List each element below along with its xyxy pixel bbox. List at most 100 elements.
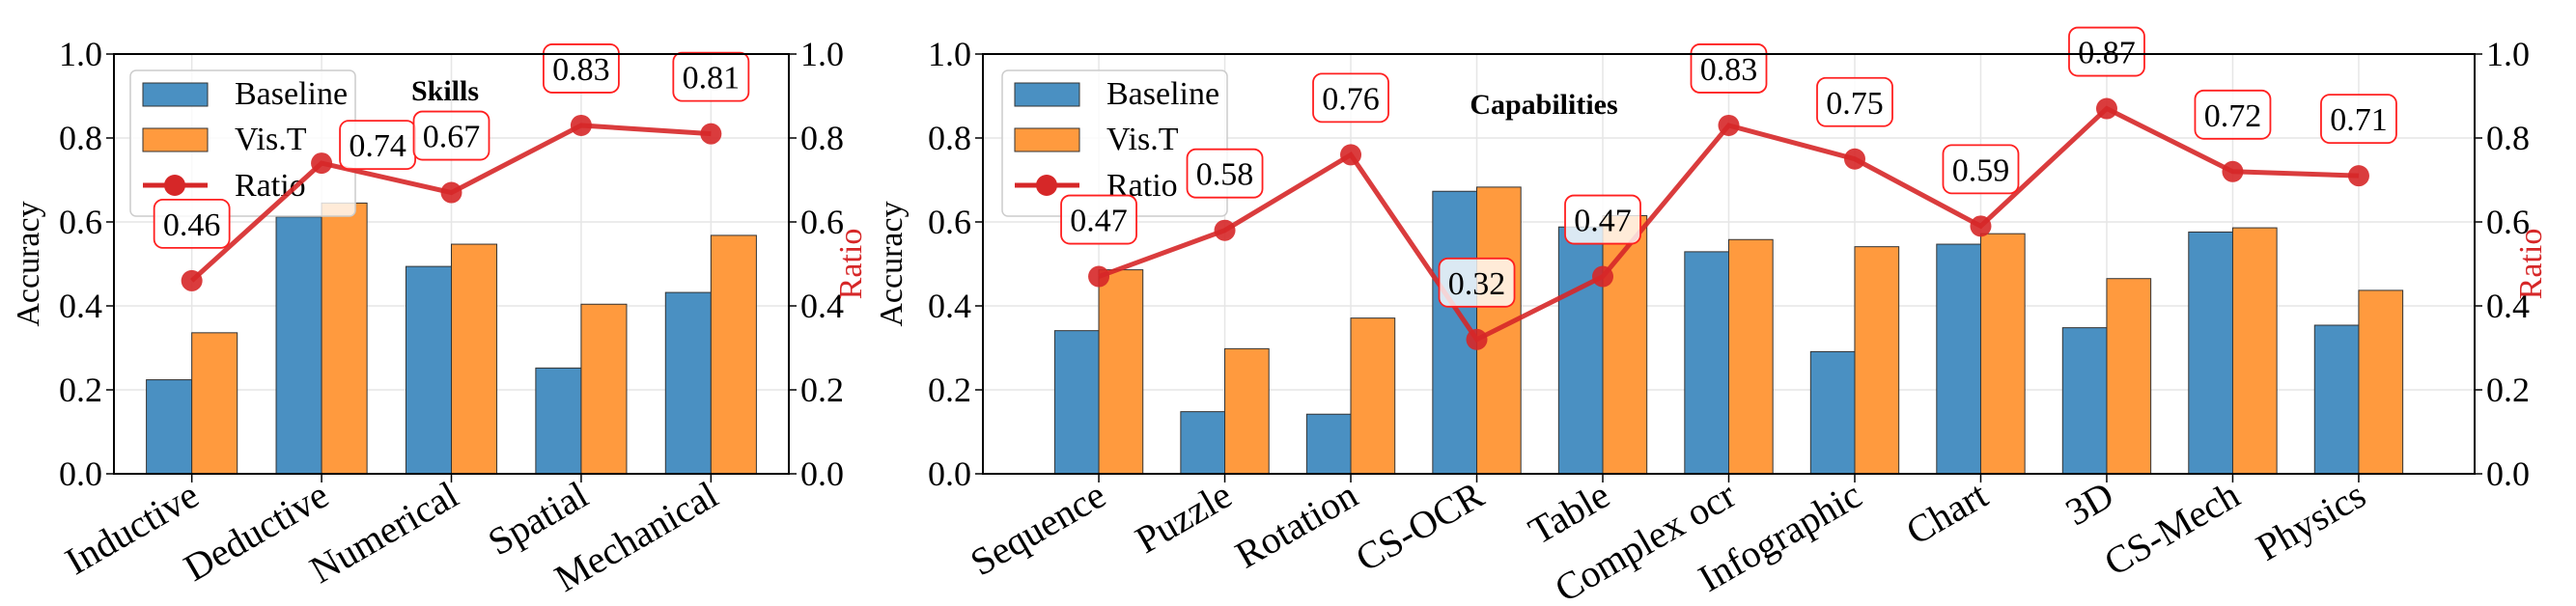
ratio-label: 0.58 — [1196, 157, 1254, 193]
x-tick-label: Physics — [2249, 473, 2372, 569]
y2-tick-label: 0.4 — [2486, 287, 2530, 325]
ratio-label: 0.72 — [2204, 98, 2262, 134]
ratio-point — [1214, 219, 1236, 241]
ratio-point — [1088, 265, 1110, 288]
bar-vist — [1728, 238, 1774, 475]
y2-tick-label: 0.6 — [800, 203, 844, 241]
bar-vist — [1979, 233, 2026, 475]
ratio-point — [311, 152, 333, 175]
x-tick-label: Chart — [1899, 473, 1995, 553]
y2-tick-label: 0.0 — [2486, 454, 2530, 493]
y2-tick-label: 0.8 — [800, 119, 844, 157]
ratio-point — [700, 123, 722, 145]
ratio-label-box — [1060, 194, 1137, 245]
ratio-label-box — [672, 51, 750, 102]
ratio-point — [1340, 144, 1362, 166]
legend-swatch-baseline — [142, 82, 209, 107]
x-tick-label: Numerical — [302, 473, 465, 592]
ratio-label-box — [543, 43, 620, 94]
ratio-label: 0.59 — [1952, 152, 2010, 188]
axes-frame — [982, 53, 2476, 475]
y-tick-label: 0.8 — [928, 119, 971, 157]
ratio-point — [2222, 160, 2244, 182]
ratio-label: 0.74 — [349, 128, 406, 164]
y-tick-label: 0.0 — [928, 454, 971, 493]
y-tick-label: 0.8 — [59, 119, 102, 157]
ratio-point — [1592, 265, 1614, 288]
bar-vist — [1098, 269, 1144, 475]
y-tick-label: 0.4 — [59, 287, 102, 325]
chart-title: Capabilities — [1470, 89, 1617, 121]
ratio-label: 0.81 — [683, 61, 741, 96]
bar-baseline — [1809, 350, 1856, 475]
x-tick-label: Deductive — [177, 473, 336, 590]
y-axis-label: Accuracy — [874, 201, 910, 326]
ratio-label: 0.71 — [2330, 102, 2388, 138]
y2-tick-label: 0.2 — [800, 371, 844, 409]
bar-vist — [1476, 186, 1522, 475]
y2-tick-label: 0.8 — [2486, 119, 2530, 157]
x-tick-label: 3D — [2058, 473, 2121, 534]
x-tick-label: CS-OCR — [1348, 473, 1491, 580]
bar-vist — [2106, 278, 2152, 475]
ratio-label: 0.83 — [1700, 52, 1758, 88]
y2-tick-label: 1.0 — [800, 35, 844, 73]
y-axis-label: Accuracy — [11, 201, 46, 326]
bar-baseline — [405, 265, 453, 475]
x-tick-label: Sequence — [963, 473, 1112, 585]
legend-label-baseline: Baseline — [1106, 76, 1219, 112]
y-tick-label: 0.0 — [59, 454, 102, 493]
bar-baseline — [2313, 324, 2360, 475]
y-tick-label: 0.2 — [59, 371, 102, 409]
y2-tick-label: 1.0 — [2486, 35, 2530, 73]
y-tick-label: 0.2 — [928, 371, 971, 409]
legend-swatch-vist — [1014, 127, 1080, 152]
bar-baseline — [1180, 411, 1226, 475]
ratio-label: 0.46 — [163, 207, 221, 243]
ratio-point — [1970, 215, 1992, 237]
bar-baseline — [1305, 413, 1352, 475]
bar-baseline — [275, 216, 322, 475]
bar-vist — [451, 243, 498, 475]
ratio-label: 0.76 — [1322, 81, 1380, 117]
ratio-label-box — [1816, 76, 1893, 127]
ratio-label-box — [1690, 43, 1768, 94]
legend-label-vist: Vis.T — [235, 122, 307, 157]
bar-vist — [1602, 214, 1648, 475]
bar-vist — [2231, 227, 2278, 475]
bar-baseline — [2188, 231, 2233, 475]
ratio-label-box — [153, 198, 231, 249]
bar-vist — [710, 234, 757, 475]
legend-label-vist: Vis.T — [1106, 122, 1179, 157]
ratio-point — [1466, 328, 1488, 350]
ratio-label: 0.75 — [1826, 86, 1884, 122]
legend-swatch-ratio-marker — [1036, 175, 1057, 196]
ratio-point — [1718, 114, 1740, 136]
ratio-label-box — [2320, 94, 2397, 145]
bar-baseline — [2061, 327, 2108, 475]
ratio-label-box — [2194, 89, 2272, 140]
chart-title: Skills — [411, 75, 479, 107]
ratio-label-box — [1564, 194, 1641, 245]
ratio-label-box — [1312, 72, 1389, 124]
ratio-label: 0.83 — [552, 52, 610, 88]
bar-vist — [1224, 347, 1270, 475]
x-tick-label: Rotation — [1228, 473, 1365, 577]
ratio-point — [570, 114, 592, 136]
y2-axis-label: Ratio — [833, 229, 869, 300]
ratio-label-box — [2068, 26, 2145, 77]
bar-vist — [191, 332, 238, 475]
ratio-label-box — [1942, 144, 2020, 195]
ratio-label-box — [1186, 148, 1264, 199]
y-tick-label: 1.0 — [59, 35, 102, 73]
ratio-label-box — [412, 110, 490, 161]
bar-baseline — [146, 379, 193, 475]
ratio-point — [2347, 165, 2369, 187]
ratio-label: 0.32 — [1448, 266, 1506, 302]
ratio-label: 0.47 — [1574, 204, 1632, 239]
y-tick-label: 1.0 — [928, 35, 971, 73]
legend-label-baseline: Baseline — [235, 76, 348, 112]
y-tick-label: 0.6 — [59, 203, 102, 241]
y-tick-label: 0.4 — [928, 287, 971, 325]
